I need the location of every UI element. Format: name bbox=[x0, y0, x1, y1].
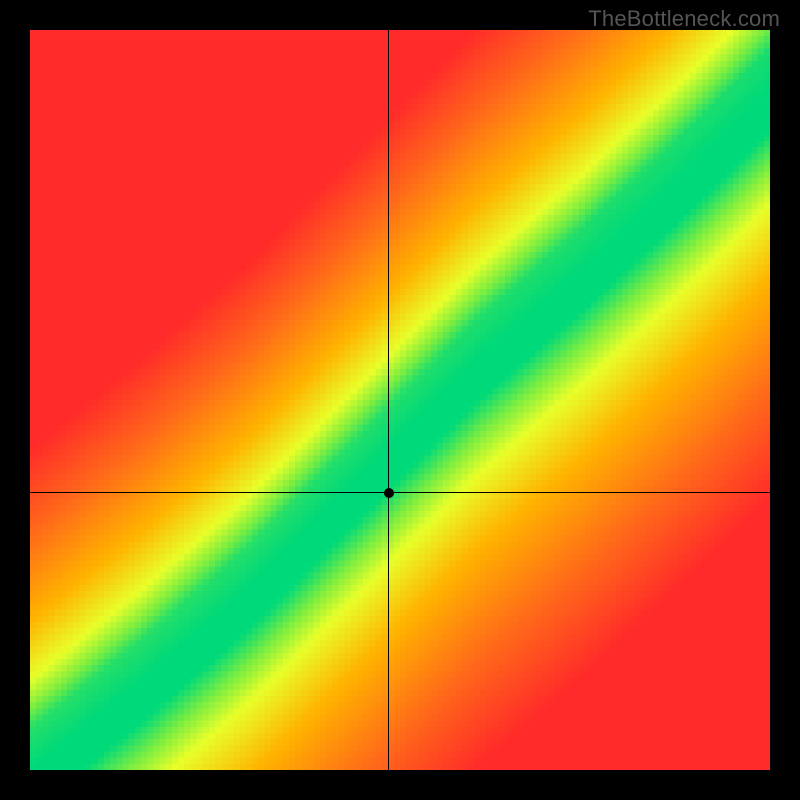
crosshair-horizontal bbox=[30, 492, 770, 493]
crosshair-marker-dot bbox=[384, 488, 394, 498]
heatmap-plot bbox=[30, 30, 770, 770]
heatmap-canvas bbox=[30, 30, 770, 770]
crosshair-vertical bbox=[388, 30, 389, 770]
watermark-text: TheBottleneck.com bbox=[588, 6, 780, 32]
